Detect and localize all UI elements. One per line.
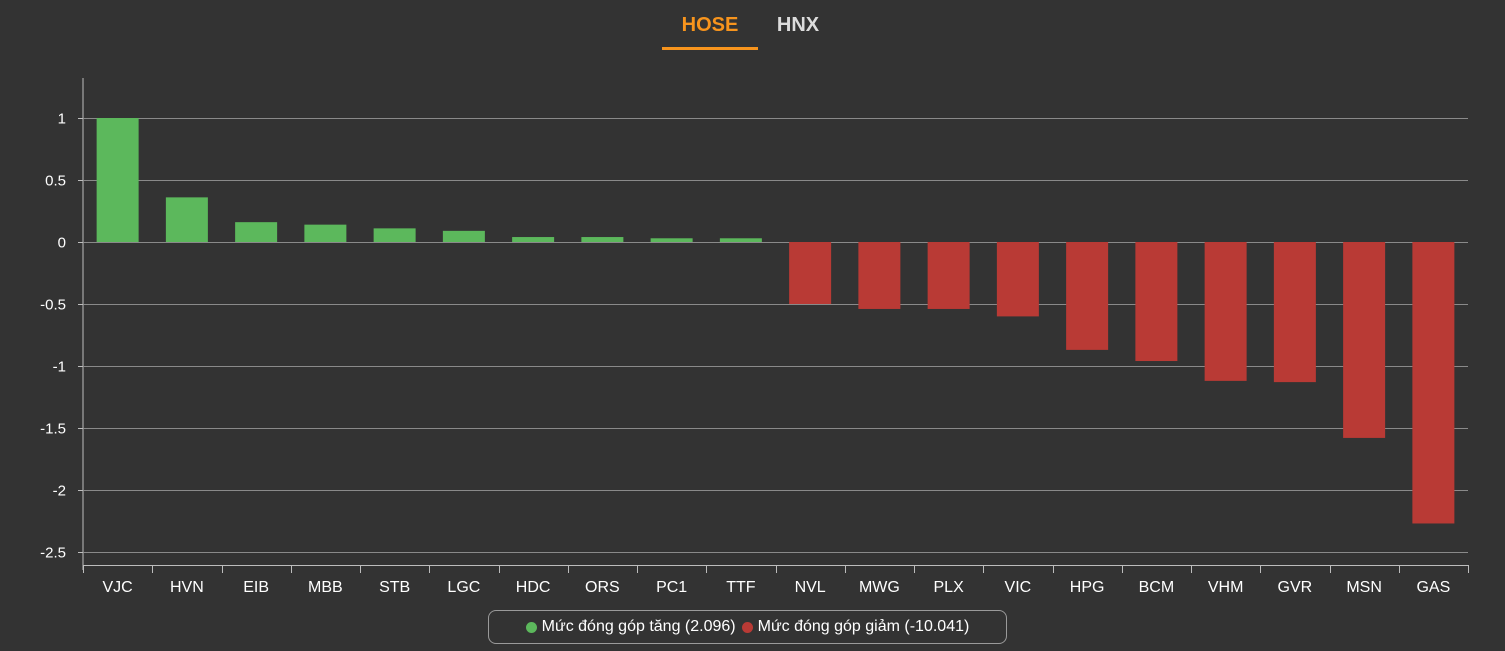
contribution-bar-chart: 1 0.5 0 -0.5 -1 -1.5 -2 -2.5 VJC HVN EIB MBB STB LGC H… xyxy=(40,78,1469,596)
positive-dot-icon xyxy=(525,621,537,633)
y-tick-label: 0 xyxy=(58,235,66,252)
x-tick-label: EIB xyxy=(243,579,269,596)
legend-negative-label: Mức đóng góp giảm (-10.041) xyxy=(757,618,970,635)
bar-pc1 xyxy=(650,238,693,242)
y-tick-label: -1.5 xyxy=(40,421,66,438)
legend-positive-label: Mức đóng góp tăng (2.096) xyxy=(541,618,736,635)
x-tick-label: PC1 xyxy=(656,579,687,596)
y-tick-label: -0.5 xyxy=(40,297,66,314)
exchange-tabs: HOSE HNX xyxy=(0,0,1505,52)
legend-item-positive[interactable]: Mức đóng góp tăng (2.096) xyxy=(525,618,736,636)
bar-vic xyxy=(996,242,1039,317)
bar-plx xyxy=(927,242,970,309)
x-tick-label: HVN xyxy=(170,579,204,596)
bar-mwg xyxy=(858,242,901,309)
x-tick-label: TTF xyxy=(726,579,756,596)
y-tick-label: 0.5 xyxy=(45,173,66,190)
bar-hdc xyxy=(512,237,555,242)
bar-gas xyxy=(1412,242,1455,524)
y-tick-label: -2.5 xyxy=(40,545,66,562)
bar-msn xyxy=(1343,242,1386,438)
x-tick-label: HDC xyxy=(516,579,551,596)
bar-stb xyxy=(373,228,416,242)
bar-gvr xyxy=(1273,242,1316,383)
x-tick-label: LGC xyxy=(447,579,480,596)
x-tick-label: MWG xyxy=(859,579,900,596)
bar-bcm xyxy=(1135,242,1178,362)
y-tick-label: 1 xyxy=(58,111,66,128)
y-tick-label: -2 xyxy=(53,483,66,500)
x-tick-label: VHM xyxy=(1208,579,1244,596)
x-tick-label: BCM xyxy=(1139,579,1175,596)
x-tick-label: HPG xyxy=(1070,579,1105,596)
bar-nvl xyxy=(789,242,832,304)
tab-hnx[interactable]: HNX xyxy=(776,14,820,36)
legend-item-negative[interactable]: Mức đóng góp giảm (-10.041) xyxy=(741,618,970,636)
y-tick-label: -1 xyxy=(53,359,66,376)
bar-eib xyxy=(235,222,278,242)
x-tick-label: VIC xyxy=(1005,579,1032,596)
bar-hvn xyxy=(165,197,208,242)
tab-hose[interactable]: HOSE xyxy=(662,12,758,50)
x-tick-label: VJC xyxy=(103,579,133,596)
bar-mbb xyxy=(304,224,347,242)
bar-vhm xyxy=(1204,242,1247,381)
bar-hpg xyxy=(1066,242,1109,350)
x-tick-label: PLX xyxy=(934,579,965,596)
x-tick-label: MBB xyxy=(308,579,343,596)
x-tick-label: GAS xyxy=(1416,579,1450,596)
negative-dot-icon xyxy=(741,621,753,633)
chart-legend: Mức đóng góp tăng (2.096) Mức đóng góp g… xyxy=(488,610,1007,644)
bar-ttf xyxy=(719,238,762,242)
bar-lgc xyxy=(442,230,485,242)
bar-vjc xyxy=(96,118,139,242)
x-tick-label: MSN xyxy=(1346,579,1382,596)
bar-ors xyxy=(581,237,624,242)
x-tick-label: NVL xyxy=(795,579,826,596)
x-tick-label: STB xyxy=(379,579,410,596)
x-tick-label: GVR xyxy=(1278,579,1313,596)
x-tick-label: ORS xyxy=(585,579,620,596)
